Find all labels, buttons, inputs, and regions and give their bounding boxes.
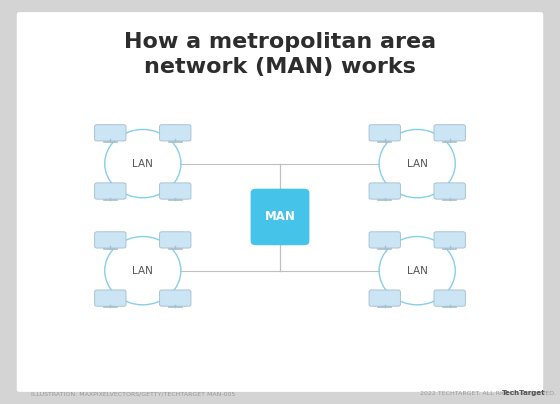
FancyBboxPatch shape — [434, 183, 465, 199]
FancyBboxPatch shape — [95, 232, 126, 248]
FancyBboxPatch shape — [160, 183, 191, 199]
FancyBboxPatch shape — [250, 189, 309, 245]
FancyBboxPatch shape — [369, 183, 400, 199]
FancyBboxPatch shape — [434, 125, 465, 141]
Text: LAN: LAN — [132, 266, 153, 276]
FancyBboxPatch shape — [160, 232, 191, 248]
FancyBboxPatch shape — [434, 232, 465, 248]
FancyBboxPatch shape — [95, 183, 126, 199]
Text: TechTarget: TechTarget — [502, 390, 545, 396]
Text: ILLUSTRATION: MAXPIXELVECTORS/GETTY/TECHTARGET MAN-005: ILLUSTRATION: MAXPIXELVECTORS/GETTY/TECH… — [31, 391, 235, 396]
Text: How a metropolitan area
network (MAN) works: How a metropolitan area network (MAN) wo… — [124, 32, 436, 77]
FancyBboxPatch shape — [369, 290, 400, 306]
FancyBboxPatch shape — [95, 125, 126, 141]
FancyBboxPatch shape — [369, 125, 400, 141]
FancyBboxPatch shape — [369, 232, 400, 248]
FancyBboxPatch shape — [160, 290, 191, 306]
Text: MAN: MAN — [264, 210, 296, 223]
FancyBboxPatch shape — [434, 290, 465, 306]
Text: 2022 TECHTARGET. ALL RIGHTS RESERVED.: 2022 TECHTARGET. ALL RIGHTS RESERVED. — [420, 391, 556, 396]
Text: LAN: LAN — [132, 159, 153, 168]
Text: LAN: LAN — [407, 159, 428, 168]
FancyBboxPatch shape — [160, 125, 191, 141]
FancyBboxPatch shape — [95, 290, 126, 306]
Text: LAN: LAN — [407, 266, 428, 276]
